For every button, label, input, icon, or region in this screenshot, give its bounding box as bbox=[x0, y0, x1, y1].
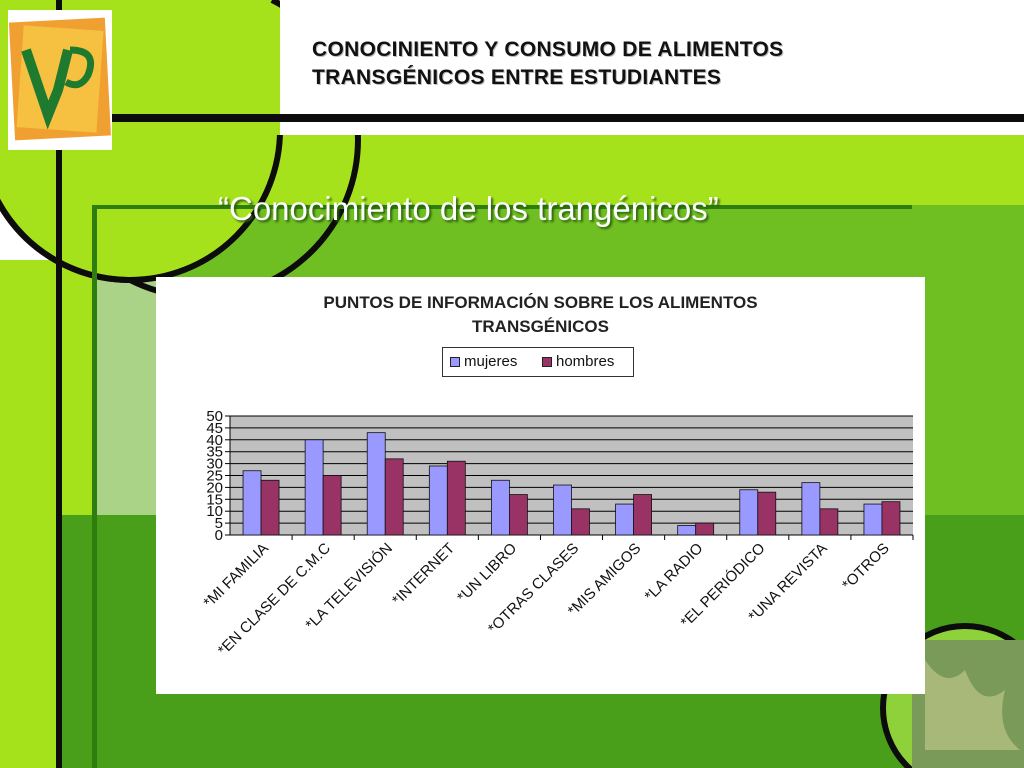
bar-hombres bbox=[446, 460, 466, 536]
bar-hombres bbox=[757, 491, 777, 536]
y-tick-label: 45 bbox=[206, 420, 223, 437]
chart-legend: mujeres hombres bbox=[442, 347, 634, 377]
bar-hombres bbox=[881, 501, 901, 536]
y-tick-label: 25 bbox=[206, 468, 223, 485]
bar-mujeres bbox=[304, 439, 324, 536]
bar-mujeres bbox=[677, 525, 697, 536]
y-tick-label: 10 bbox=[206, 503, 223, 520]
y-tick-label: 40 bbox=[206, 432, 223, 449]
bar-mujeres bbox=[428, 465, 448, 536]
y-tick-label: 35 bbox=[206, 444, 223, 461]
bar-hombres bbox=[819, 508, 839, 536]
slide-subtitle: “Conocimiento de los trangénicos” bbox=[218, 190, 719, 227]
bar-hombres bbox=[260, 479, 280, 536]
bar-mujeres bbox=[366, 432, 386, 536]
y-tick-label: 50 bbox=[206, 408, 223, 425]
y-tick-label: 5 bbox=[215, 515, 223, 532]
x-tick-label: *INTERNET bbox=[389, 540, 458, 609]
chart-panel: PUNTOS DE INFORMACIÓN SOBRE LOS ALIMENTO… bbox=[156, 277, 925, 694]
bar-hombres bbox=[571, 508, 590, 536]
y-tick-label: 0 bbox=[215, 527, 223, 544]
y-tick-label: 20 bbox=[206, 479, 223, 496]
x-tick-label: *LA RADIO bbox=[641, 540, 706, 605]
legend-label-hombres: hombres bbox=[556, 353, 615, 370]
logo-icon bbox=[8, 17, 111, 141]
bar-mujeres bbox=[615, 503, 634, 536]
bar-hombres bbox=[384, 458, 404, 536]
header-title-line1: CONOCINIENTO Y CONSUMO DE ALIMENTOS bbox=[312, 38, 784, 61]
header-title: CONOCINIENTO Y CONSUMO DE ALIMENTOS TRAN… bbox=[312, 36, 992, 92]
legend-swatch-hombres bbox=[542, 357, 552, 367]
x-tick-label: *EN CLASE DE C.M.C bbox=[215, 540, 334, 659]
bar-mujeres bbox=[863, 503, 883, 536]
bar-hombres bbox=[695, 522, 715, 536]
bar-hombres bbox=[633, 494, 652, 536]
legend-swatch-mujeres bbox=[450, 357, 460, 367]
bar-hombres bbox=[322, 475, 342, 536]
bar-mujeres bbox=[553, 484, 572, 536]
bar-mujeres bbox=[739, 489, 759, 536]
bar-mujeres bbox=[242, 470, 262, 536]
bar-mujeres bbox=[801, 482, 821, 536]
chart-title-line1: PUNTOS DE INFORMACIÓN SOBRE LOS ALIMENTO… bbox=[323, 293, 758, 312]
y-tick-label: 15 bbox=[206, 491, 223, 508]
chart-title-line2: TRANSGÉNICOS bbox=[472, 317, 609, 336]
y-tick-label: 30 bbox=[206, 456, 223, 473]
x-tick-label: *OTROS bbox=[839, 540, 893, 594]
logo bbox=[8, 10, 112, 150]
bar-hombres bbox=[509, 494, 528, 536]
bar-mujeres bbox=[491, 479, 510, 536]
header-title-line2: TRANSGÉNICOS ENTRE ESTUDIANTES bbox=[312, 66, 722, 89]
x-tick-label: *UN LIBRO bbox=[454, 540, 520, 606]
legend-label-mujeres: mujeres bbox=[464, 353, 518, 370]
chart-title: PUNTOS DE INFORMACIÓN SOBRE LOS ALIMENTO… bbox=[156, 291, 925, 339]
